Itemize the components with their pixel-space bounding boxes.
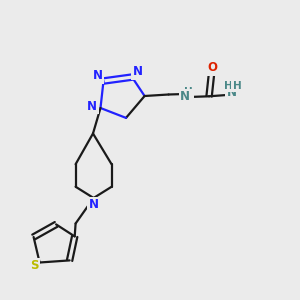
Text: N: N (92, 69, 103, 82)
Text: N: N (88, 198, 99, 211)
Text: N: N (180, 90, 190, 104)
Text: O: O (207, 61, 217, 74)
Text: N: N (87, 100, 97, 113)
Text: N: N (132, 65, 142, 78)
Text: N: N (227, 86, 237, 99)
Text: S: S (30, 259, 38, 272)
Text: H: H (232, 81, 242, 91)
Text: H: H (224, 81, 232, 91)
Text: H: H (184, 87, 193, 98)
